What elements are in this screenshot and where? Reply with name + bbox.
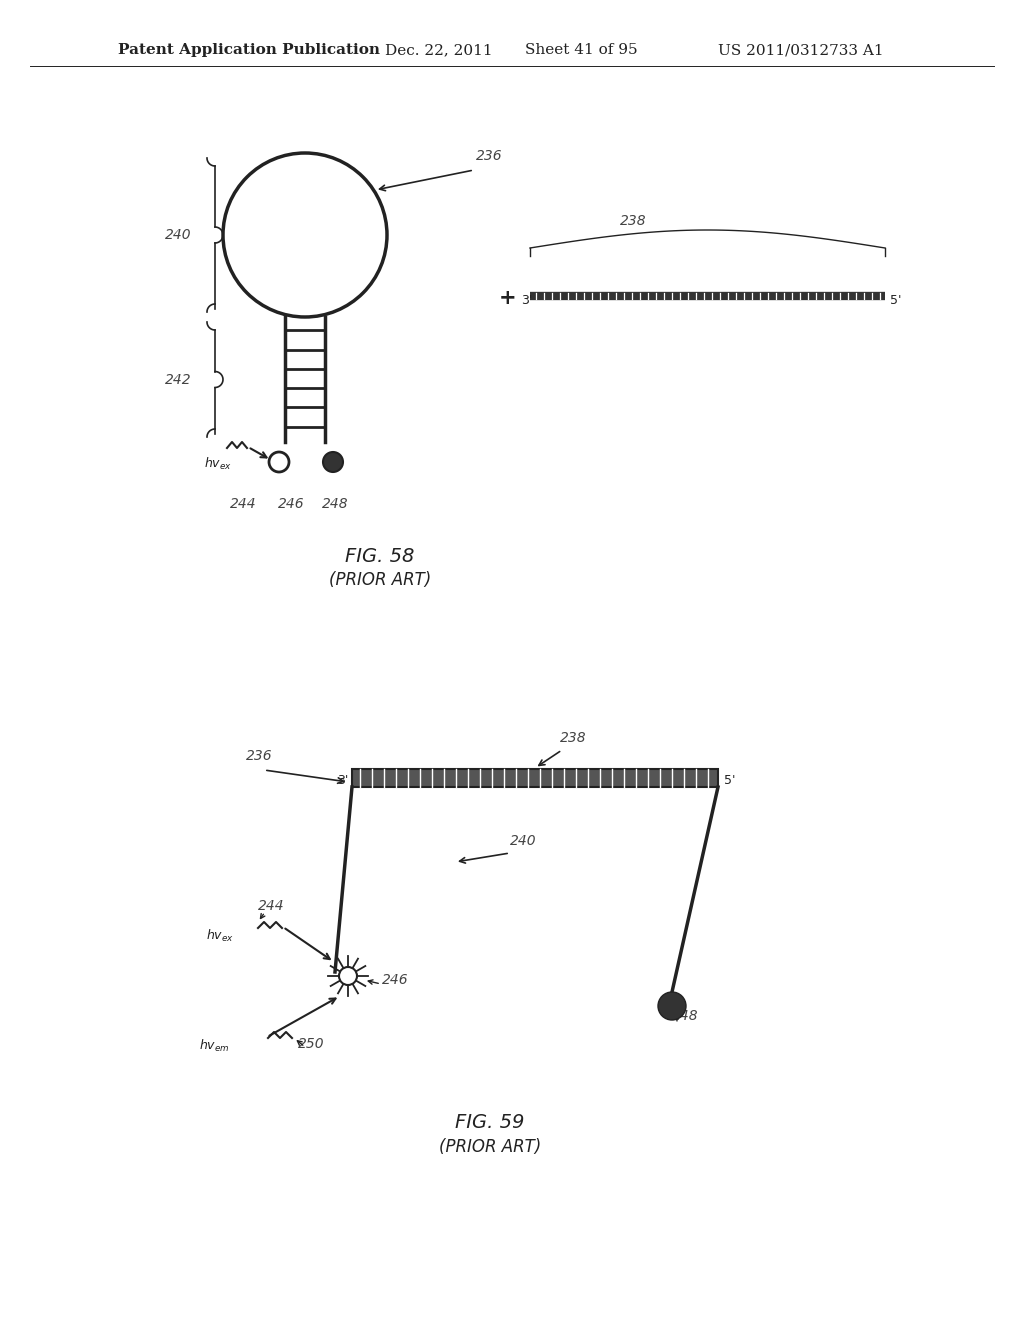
Text: 248: 248 — [322, 498, 348, 511]
Text: 242: 242 — [165, 372, 193, 387]
Text: 248: 248 — [672, 1008, 698, 1023]
Text: 238: 238 — [560, 731, 587, 744]
Text: Sheet 41 of 95: Sheet 41 of 95 — [525, 44, 638, 57]
Text: 250: 250 — [298, 1038, 325, 1051]
Text: FIG. 58: FIG. 58 — [345, 546, 415, 566]
Text: 240: 240 — [165, 228, 193, 242]
Text: FIG. 59: FIG. 59 — [456, 1113, 524, 1133]
Text: $hv_{ex}$: $hv_{ex}$ — [204, 455, 232, 473]
Circle shape — [339, 968, 357, 985]
Text: 244: 244 — [230, 498, 257, 511]
Text: (PRIOR ART): (PRIOR ART) — [439, 1138, 541, 1156]
Text: 3': 3' — [521, 293, 532, 306]
Text: 236: 236 — [246, 748, 272, 763]
Text: Dec. 22, 2011: Dec. 22, 2011 — [385, 44, 493, 57]
Circle shape — [269, 451, 289, 473]
Circle shape — [658, 993, 686, 1020]
Text: +: + — [499, 288, 517, 308]
Text: 5': 5' — [890, 293, 901, 306]
Text: Patent Application Publication: Patent Application Publication — [118, 44, 380, 57]
Text: (PRIOR ART): (PRIOR ART) — [329, 572, 431, 589]
Text: $hv_{ex}$: $hv_{ex}$ — [206, 928, 234, 944]
Text: 5': 5' — [724, 774, 735, 787]
Text: 240: 240 — [510, 834, 537, 847]
Circle shape — [323, 451, 343, 473]
Text: $hv_{em}$: $hv_{em}$ — [200, 1038, 230, 1055]
Text: 246: 246 — [278, 498, 304, 511]
Text: US 2011/0312733 A1: US 2011/0312733 A1 — [718, 44, 884, 57]
Text: 244: 244 — [258, 899, 285, 913]
Bar — [352, 770, 718, 787]
Text: 246: 246 — [382, 973, 409, 987]
Text: 236: 236 — [476, 149, 503, 162]
Text: 3': 3' — [337, 774, 348, 787]
Text: 238: 238 — [620, 214, 646, 228]
